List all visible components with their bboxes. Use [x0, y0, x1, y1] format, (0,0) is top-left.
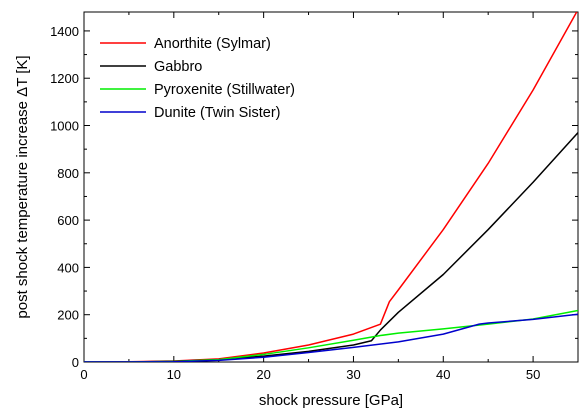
y-tick-label: 0 [72, 355, 79, 370]
x-tick-label: 10 [167, 367, 181, 382]
y-tick-label: 1000 [50, 119, 79, 134]
axis-ticks [83, 12, 579, 363]
plot-frame [83, 11, 579, 363]
legend-label: Gabbro [154, 59, 202, 75]
legend-label: Anorthite (Sylmar) [154, 36, 271, 52]
y-tick-label: 1400 [50, 24, 79, 39]
x-tick-label: 20 [256, 367, 270, 382]
x-tick-label: 50 [526, 367, 540, 382]
axis-tick-labels: 0 10 20 30 40 50 0 200 400 600 800 1000 1200 1400 [50, 24, 540, 382]
series-line [84, 132, 578, 362]
y-tick-label: 200 [57, 308, 79, 323]
y-tick-label: 1200 [50, 71, 79, 86]
x-tick-label: 40 [436, 367, 450, 382]
legend-label: Pyroxenite (Stillwater) [154, 82, 295, 98]
x-tick-label: 30 [346, 367, 360, 382]
y-tick-label: 800 [57, 166, 79, 181]
series-line [84, 309, 578, 362]
series-lines [84, 12, 578, 362]
legend: Anorthite (Sylmar) Gabbro Pyroxenite (Stil… [100, 36, 295, 121]
series-line [84, 313, 578, 362]
x-tick-label: 0 [80, 367, 87, 382]
legend-label: Dunite (Twin Sister) [154, 105, 281, 121]
y-axis-label: post shock temperature increase ΔT [K] [14, 55, 31, 318]
x-axis-label: shock pressure [GPa] [259, 392, 403, 409]
y-tick-label: 600 [57, 213, 79, 228]
y-tick-label: 400 [57, 260, 79, 275]
